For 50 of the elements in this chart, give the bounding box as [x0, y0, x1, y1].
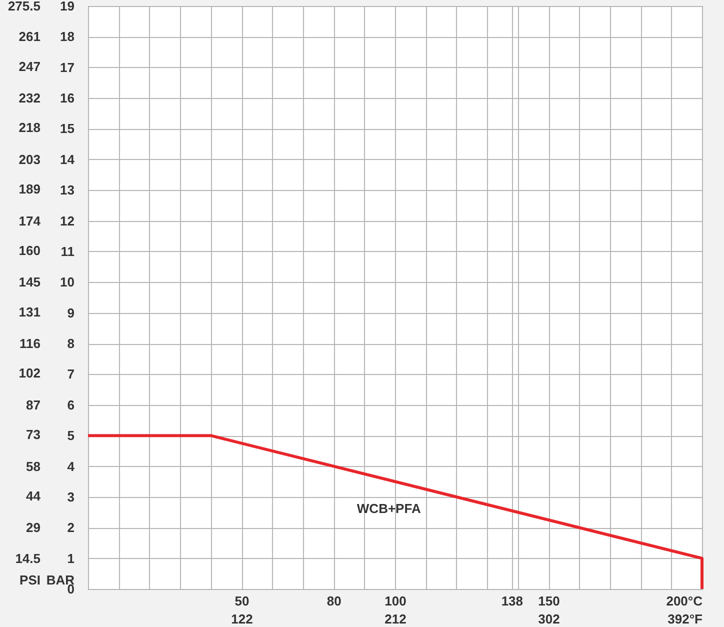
y2-axis-title: PSI	[20, 572, 40, 588]
y-tick-label: 2	[67, 520, 74, 536]
y2-tick-label: 102	[18, 366, 40, 381]
y2-tick-label: 44	[26, 488, 42, 504]
x-tick-label: 80	[326, 594, 342, 608]
x-tick-label: 100	[384, 594, 406, 608]
x-tick-label: 200°C	[666, 594, 704, 608]
y2-tick-label: 232	[18, 90, 40, 106]
y-tick-label: 17	[60, 60, 74, 75]
x2-tick-label: 212	[384, 612, 406, 626]
y-tick-label: 3	[67, 489, 74, 504]
y-tick-label: 6	[67, 397, 74, 412]
y2-tick-label: 116	[20, 336, 40, 352]
y2-tick-label: 189	[18, 182, 40, 197]
y2-tick-label: 174	[18, 213, 42, 228]
y2-tick-label: 218	[18, 120, 40, 136]
y2-tick-label: 247	[18, 58, 40, 74]
y2-tick-label: 145	[18, 274, 40, 290]
y2-tick-label: 87	[26, 397, 40, 412]
y-tick-label: 16	[60, 90, 74, 106]
y2-tick-label: 275.5	[8, 0, 40, 14]
y-tick-label: 10	[60, 274, 74, 290]
y-tick-label: 12	[60, 213, 74, 228]
x-tick-label: 150	[538, 594, 560, 608]
y2-tick-label: 203	[18, 152, 40, 167]
x2-tick-label: 122	[231, 612, 253, 626]
y2-tick-label: 131	[18, 304, 40, 320]
x-tick-label: 50	[234, 594, 250, 608]
y2-tick-label: 160	[18, 242, 40, 258]
y2-tick-label: 261	[18, 29, 40, 44]
y-tick-label: 19	[60, 0, 74, 14]
y-tick-label: 18	[60, 29, 74, 44]
y-tick-label: 1	[67, 550, 74, 566]
x2-tick-label: 392°F	[668, 612, 703, 626]
x2-tick-label: 302	[538, 612, 560, 626]
y-tick-label: 7	[67, 366, 74, 382]
y-tick-label: 13	[60, 182, 74, 198]
series-label: WCB+PFA	[356, 501, 422, 516]
y2-tick-label: 29	[26, 520, 40, 536]
y-tick-label: 11	[60, 244, 74, 259]
y-tick-label: 15	[60, 121, 74, 136]
y2-tick-label: 58	[26, 458, 40, 474]
y-tick-label: 9	[67, 305, 74, 320]
x-tick-label: 138	[501, 594, 524, 608]
y-tick-label: 4	[67, 458, 76, 474]
y-tick-label: 8	[67, 336, 74, 352]
y-tick-label: 5	[67, 428, 74, 444]
y2-tick-label: 73	[26, 427, 40, 442]
y2-tick-label: 14.5	[15, 550, 40, 566]
y-tick-label: 14	[60, 152, 76, 167]
